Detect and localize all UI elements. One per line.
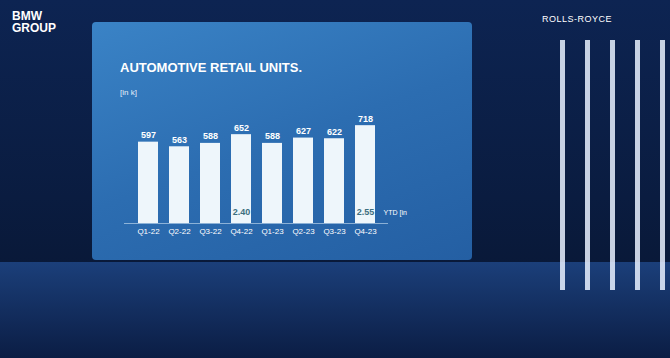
html-text:BMW GROUP: BMW GROUP	[12, 9, 56, 35]
svg-text:597: 597	[141, 130, 156, 140]
svg-text:Q2-23: Q2-23	[292, 227, 315, 236]
svg-text:588: 588	[265, 131, 280, 141]
svg-text:652: 652	[234, 123, 249, 133]
svg-text:Q2-22: Q2-22	[168, 227, 191, 236]
svg-text:718: 718	[358, 114, 373, 124]
svg-text:Q4-23: Q4-23	[354, 227, 377, 236]
svg-text:Q1-22: Q1-22	[137, 227, 160, 236]
svg-text:Q1-23: Q1-23	[261, 227, 284, 236]
svg-text:Q3-23: Q3-23	[323, 227, 346, 236]
svg-text:Q3-22: Q3-22	[199, 227, 222, 236]
svg-text:YTD [in: YTD [in	[384, 209, 407, 217]
svg-text:2.40: 2.40	[233, 207, 251, 217]
svg-text:622: 622	[327, 127, 342, 137]
html-text:AUTOMOTIVE RETAIL UNITS.: AUTOMOTIVE RETAIL UNITS.	[120, 60, 302, 75]
svg-text:627: 627	[296, 126, 311, 136]
svg-text:Q4-22: Q4-22	[230, 227, 253, 236]
svg-text:588: 588	[203, 131, 218, 141]
svg-text:563: 563	[172, 135, 187, 145]
html-text:ROLLS-ROYCE: ROLLS-ROYCE	[542, 14, 612, 24]
html-text:[in k]: [in k]	[120, 88, 137, 97]
svg-text:2.55: 2.55	[357, 207, 375, 217]
